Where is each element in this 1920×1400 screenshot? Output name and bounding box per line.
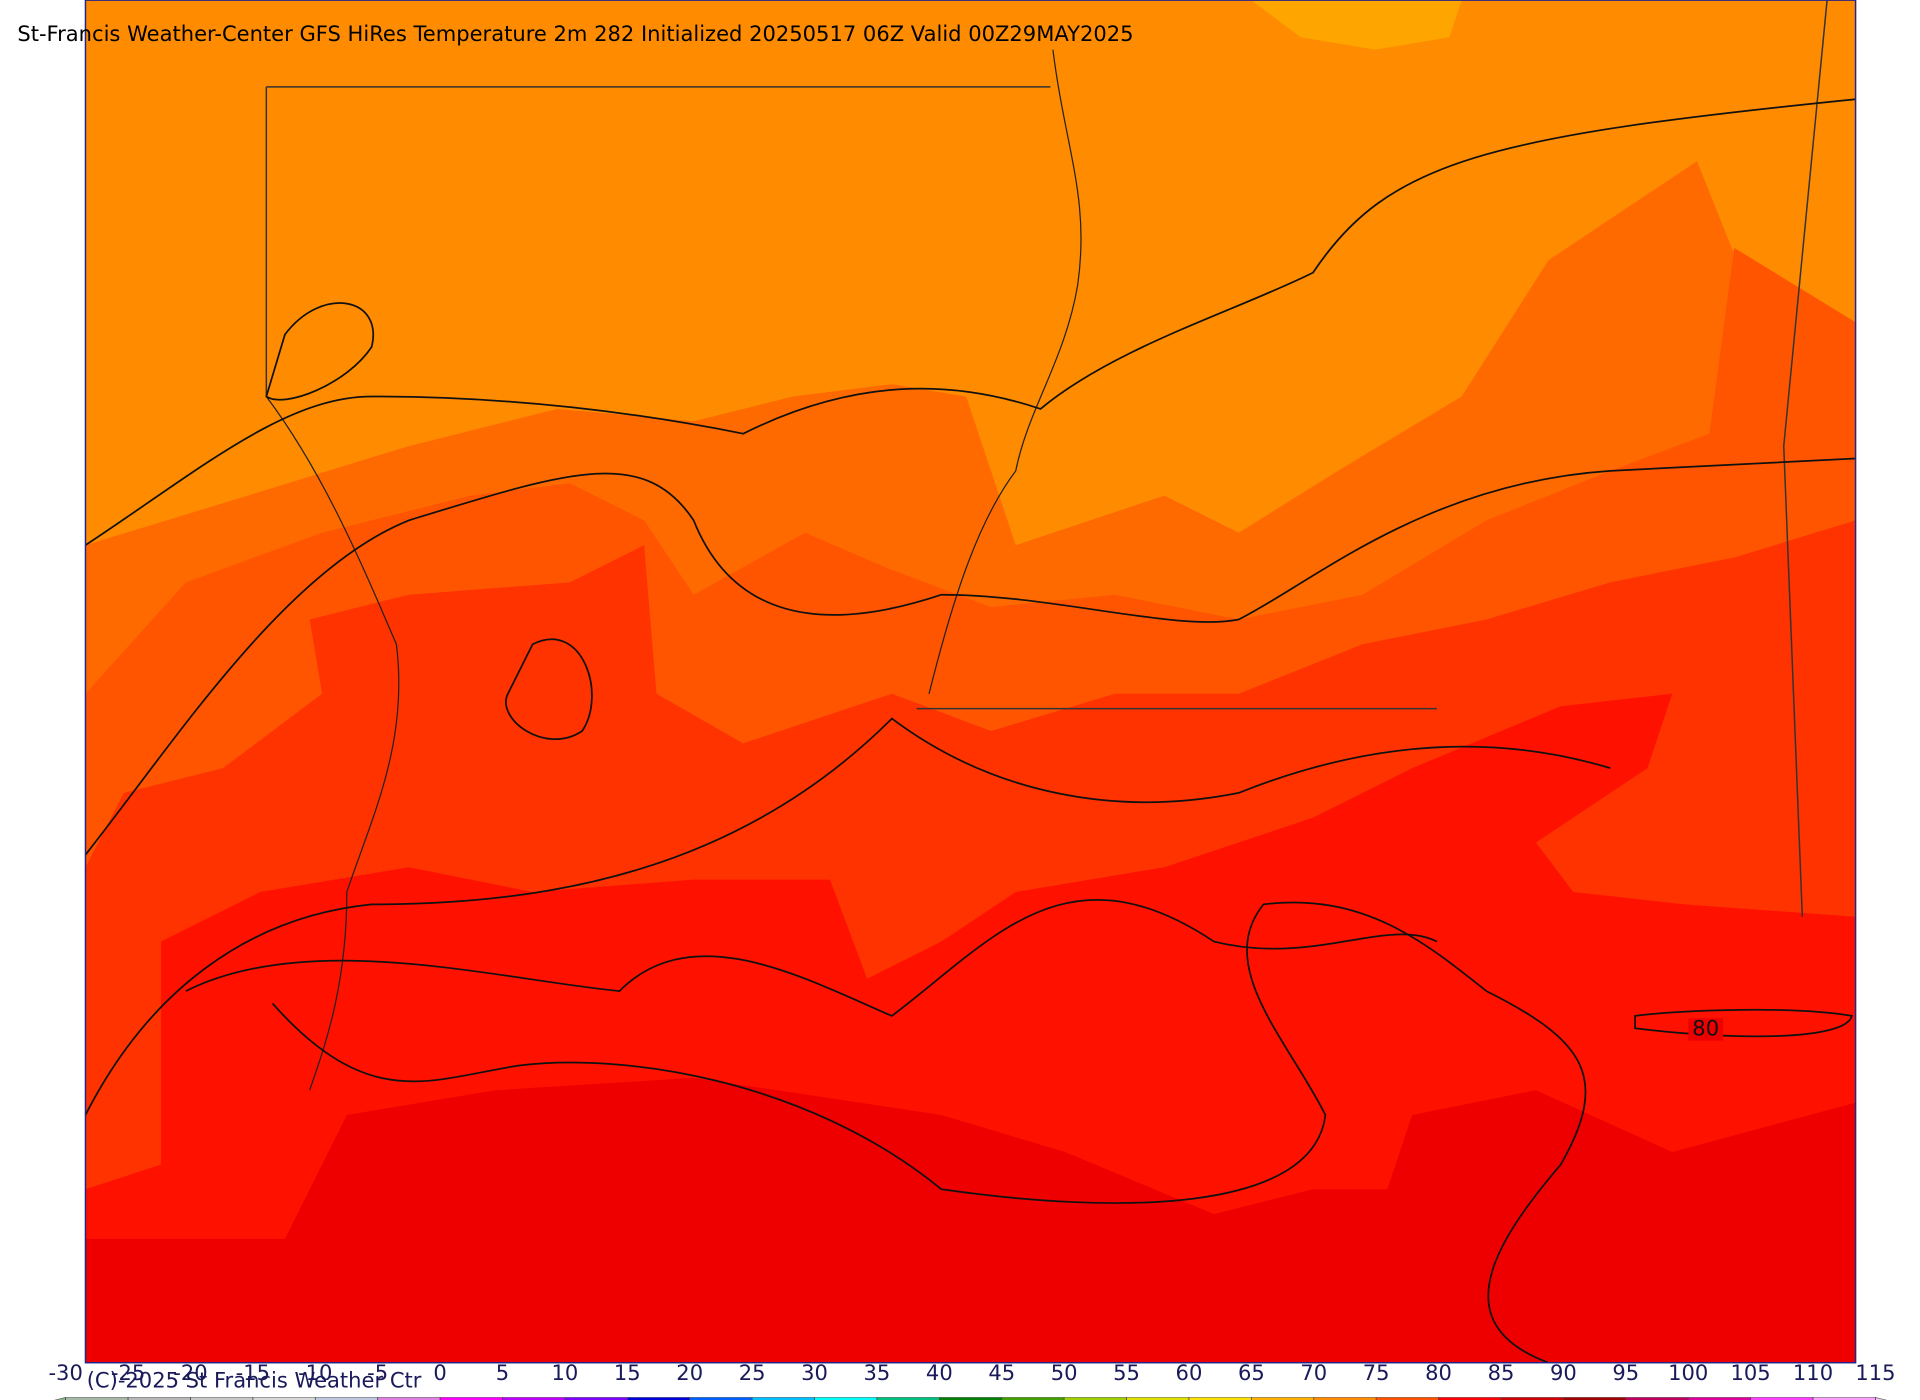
colorbar-tick-label: 95 — [1612, 1360, 1639, 1385]
title: St-Francis Weather-Center GFS HiRes Temp… — [17, 21, 1133, 46]
colorbar-tick-label: 105 — [1731, 1360, 1771, 1385]
colorbar-swatch — [1001, 1397, 1065, 1400]
colorbar-tick-label: 90 — [1550, 1360, 1577, 1385]
colorbar-tick-label: 30 — [801, 1360, 828, 1385]
colorbar-high-arrow — [1875, 1396, 1888, 1400]
colorbar-swatch — [1313, 1397, 1377, 1400]
contour — [84, 457, 1856, 856]
colorbar-tick-label: 20 — [676, 1360, 703, 1385]
colorbar-tick-label: -15 — [236, 1360, 270, 1385]
colorbar-swatch — [1563, 1397, 1627, 1400]
colorbar-swatch — [252, 1397, 316, 1400]
contour-label-bg — [1688, 1018, 1724, 1041]
colorbar-swatch — [1063, 1397, 1127, 1400]
colorbar-tick-label: 110 — [1793, 1360, 1833, 1385]
map: 80 — [84, 0, 1857, 1364]
colorbar-swatch — [439, 1397, 503, 1400]
colorbar-tick-label: 85 — [1488, 1360, 1515, 1385]
colorbar-tick-label: 65 — [1238, 1360, 1265, 1385]
colorbar-tick-label: 35 — [864, 1360, 891, 1385]
colorbar-swatch — [315, 1397, 378, 1400]
contour — [84, 717, 1611, 1116]
colorbar-swatch — [1251, 1397, 1315, 1400]
colorbar-tick-label: 115 — [1855, 1360, 1895, 1385]
colorbar-swatch — [1500, 1397, 1564, 1400]
river — [265, 49, 1082, 1091]
colorbar-swatch — [1750, 1397, 1814, 1400]
colorbar-swatch — [127, 1397, 191, 1400]
colorbar-swatch — [190, 1397, 254, 1400]
copyright: (C)-2025 St Francis Weather Ctr — [87, 1367, 422, 1392]
colorbar-tick-label: -25 — [111, 1360, 145, 1385]
band-95 — [85, 1077, 1856, 1363]
colorbar-tick-label: -5 — [367, 1360, 388, 1385]
colorbar-tick-label: 5 — [496, 1360, 509, 1385]
contour — [505, 638, 593, 740]
colorbar-swatch — [1438, 1397, 1502, 1400]
colorbar-tick-label: 10 — [551, 1360, 578, 1385]
colorbar-swatch — [627, 1397, 690, 1400]
colorbar-swatch — [814, 1397, 878, 1400]
contour — [185, 899, 1438, 1017]
colorbar-tick-label: 80 — [1425, 1360, 1452, 1385]
colorbar-tick-label: -10 — [298, 1360, 332, 1385]
colorbar-swatch — [939, 1397, 1002, 1400]
colorbar-swatch — [1625, 1397, 1689, 1400]
contour — [271, 901, 1587, 1364]
colorbar-swatch — [564, 1397, 628, 1400]
colorbar-swatch — [1812, 1397, 1876, 1400]
colorbar-tick-label: 25 — [739, 1360, 766, 1385]
colorbar-swatch — [65, 1397, 129, 1400]
colorbar-swatch — [751, 1397, 815, 1400]
colorbar-swatch — [502, 1397, 566, 1400]
colorbar: -30 -25 -20 -15 -10 -5 0 5 10 15 20 25 30 35 40 45 50 55 6… — [48, 1360, 1896, 1400]
contour — [84, 98, 1856, 546]
colorbar-tick-label: 50 — [1051, 1360, 1078, 1385]
contour-label: 80 — [1692, 1016, 1719, 1041]
colorbar-tick-label: 0 — [433, 1360, 446, 1385]
colorbar-swatch — [1126, 1397, 1190, 1400]
colorbar-tick-label: 75 — [1363, 1360, 1390, 1385]
colorbar-tick-label: 55 — [1113, 1360, 1140, 1385]
colorbar-tick-label: -20 — [173, 1360, 207, 1385]
contour — [265, 302, 375, 401]
colorbar-tick-label: 100 — [1668, 1360, 1708, 1385]
colorbar-swatch — [377, 1397, 441, 1400]
colorbar-swatch — [876, 1397, 940, 1400]
colorbar-swatch — [1687, 1397, 1751, 1400]
colorbar-swatch — [689, 1397, 753, 1400]
colorbar-tick-label: -30 — [48, 1360, 82, 1385]
band-75-top — [1251, 0, 1462, 50]
colorbar-tick-label: 70 — [1300, 1360, 1327, 1385]
colorbar-tick-label: 60 — [1176, 1360, 1203, 1385]
colorbar-swatch — [1188, 1397, 1252, 1400]
colorbar-tick-label: 15 — [614, 1360, 641, 1385]
colorbar-tick-label: 40 — [926, 1360, 953, 1385]
colorbar-swatch — [1375, 1397, 1439, 1400]
colorbar-tick-label: 45 — [988, 1360, 1015, 1385]
colorbar-low-arrow — [53, 1396, 66, 1400]
state-border — [265, 0, 1828, 917]
map-frame — [84, 0, 1857, 1364]
